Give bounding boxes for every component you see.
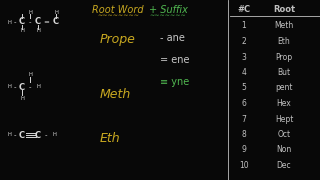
Text: H: H (54, 10, 58, 15)
Text: 8: 8 (242, 130, 246, 139)
Text: 10: 10 (239, 161, 249, 170)
Text: = ene: = ene (160, 55, 189, 65)
Text: Prop: Prop (276, 53, 292, 62)
Text: H: H (8, 84, 12, 89)
Text: Meth: Meth (274, 21, 294, 30)
Text: H: H (20, 96, 24, 100)
Text: Prope: Prope (100, 33, 136, 46)
Text: 6: 6 (242, 99, 246, 108)
Text: H: H (8, 19, 12, 24)
Text: Root Word: Root Word (92, 5, 144, 15)
Text: 2: 2 (242, 37, 246, 46)
Text: C: C (35, 130, 41, 140)
Text: H: H (28, 10, 32, 15)
Text: C: C (19, 82, 25, 91)
Text: 7: 7 (242, 114, 246, 123)
Text: #C: #C (237, 6, 251, 15)
Text: ≡ yne: ≡ yne (160, 77, 189, 87)
Text: Non: Non (276, 145, 292, 154)
Text: -: - (45, 132, 47, 138)
Text: H: H (36, 84, 40, 89)
Text: -: - (29, 84, 31, 90)
Text: 4: 4 (242, 68, 246, 77)
Text: H: H (36, 28, 40, 33)
Text: pent: pent (275, 84, 293, 93)
Text: 1: 1 (242, 21, 246, 30)
Text: Hex: Hex (276, 99, 292, 108)
Text: 9: 9 (242, 145, 246, 154)
Text: Eth: Eth (278, 37, 290, 46)
Text: H: H (8, 132, 12, 138)
Text: C: C (35, 17, 41, 26)
Text: ∼∼∼∼∼∼∼: ∼∼∼∼∼∼∼ (150, 14, 186, 19)
Text: -: - (29, 19, 31, 25)
Text: But: But (277, 68, 291, 77)
Text: -: - (14, 84, 17, 90)
Text: =: = (43, 19, 49, 25)
Text: Dec: Dec (277, 161, 291, 170)
Text: Oct: Oct (277, 130, 291, 139)
Text: ∼∼∼∼∼∼∼∼: ∼∼∼∼∼∼∼∼ (97, 14, 139, 19)
Text: C: C (19, 17, 25, 26)
Text: Root: Root (273, 6, 295, 15)
Text: H: H (52, 132, 56, 138)
Text: Meth: Meth (100, 89, 131, 102)
Text: H: H (28, 73, 32, 78)
Text: 3: 3 (242, 53, 246, 62)
Text: + Suffix: + Suffix (148, 5, 188, 15)
Text: C: C (19, 130, 25, 140)
Text: Hept: Hept (275, 114, 293, 123)
Text: C: C (53, 17, 59, 26)
Text: 5: 5 (242, 84, 246, 93)
Text: Eth: Eth (100, 132, 121, 145)
Text: - ane: - ane (160, 33, 185, 43)
Text: H: H (20, 28, 24, 33)
Text: -: - (14, 19, 17, 25)
Text: -: - (14, 132, 17, 138)
